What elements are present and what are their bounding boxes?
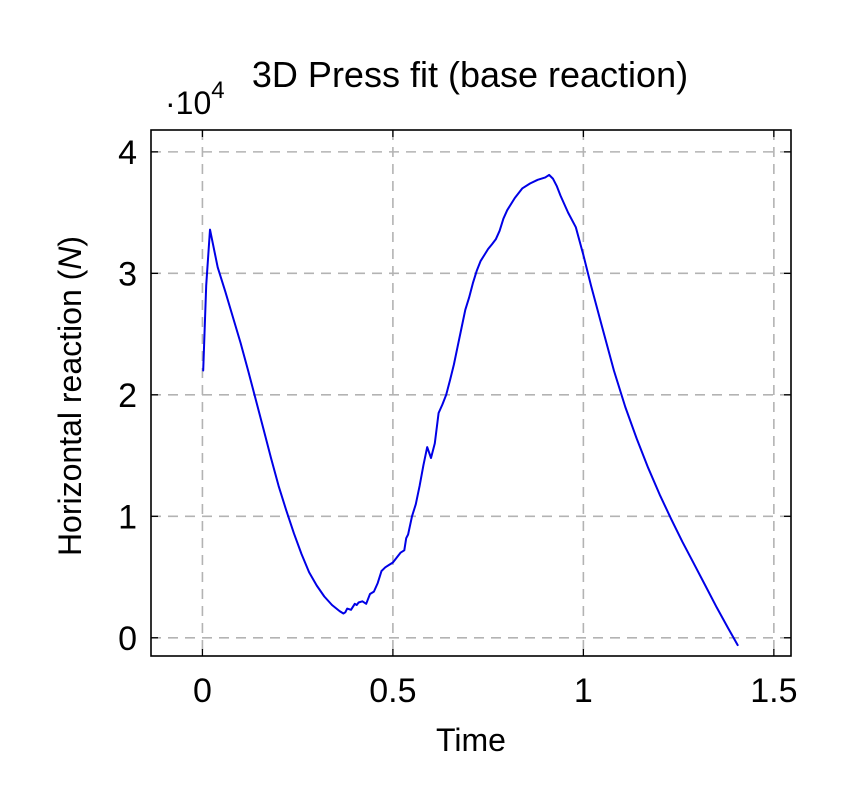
x-tick-label: 0.5 (369, 672, 416, 710)
plot-frame (150, 129, 792, 657)
y-tick-label: 4 (118, 134, 137, 172)
multiplier-base: ·10 (165, 85, 211, 121)
series-line-0 (202, 173, 739, 647)
tick-layer: 0 0.5 1 1.5 0 1 2 3 4 (118, 130, 797, 710)
x-tick-label: 1 (574, 672, 593, 710)
chart-title: 3D Press fit (base reaction) (252, 54, 688, 95)
y-axis-label: Horizontal reaction (N) (52, 236, 88, 556)
x-tick-label: 0 (193, 672, 212, 710)
x-tick-label: 1.5 (750, 672, 797, 710)
multiplier-exponent: 4 (211, 77, 224, 104)
grid-layer (151, 130, 791, 656)
y-tick-label: 3 (118, 255, 137, 293)
x-axis-label: Time (436, 722, 506, 758)
series-layer (202, 173, 739, 647)
y-axis-label-unit: N (52, 246, 88, 270)
y-axis-label-main: Horizontal reaction ( (52, 269, 88, 556)
y-axis-label-close: ) (52, 236, 88, 247)
y-tick-label: 2 (118, 377, 137, 415)
y-tick-label: 1 (118, 498, 137, 536)
y-axis-multiplier: ·104 (165, 77, 225, 121)
y-tick-label: 0 (118, 620, 137, 658)
